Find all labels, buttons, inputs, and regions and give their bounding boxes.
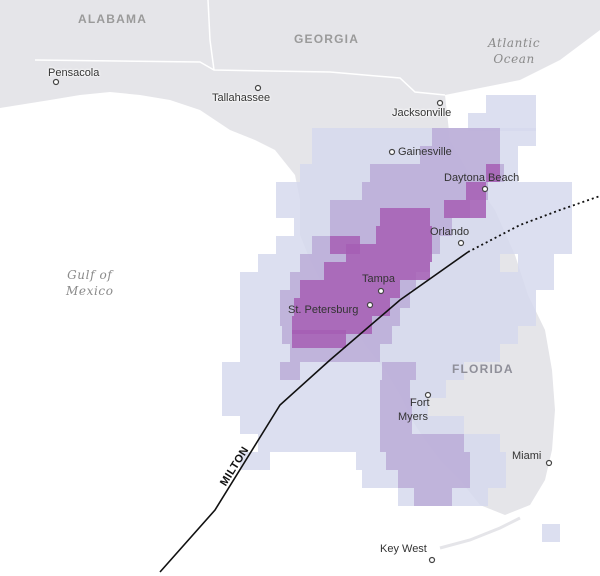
state-border-al-ga [207,0,215,71]
rainfall-cell [380,380,410,398]
rainfall-cell [432,128,500,146]
city-dot-gainesville [388,148,396,156]
fortmyers-line1: Fort [410,397,430,409]
rainfall-cell [382,362,416,380]
fortmyers-line2: Myers [398,411,428,423]
state-border-fl-north [34,59,446,96]
rainfall-cell [486,164,500,182]
rainfall-cell [346,244,432,262]
city-label-stpete: St. Petersburg [288,304,359,316]
gulf-line2: Mexico [66,284,114,298]
rainfall-cell [380,398,412,416]
city-dot-jacksonville [436,99,444,107]
city-dot-tallahassee [254,84,262,92]
city-label-miami: Miami [512,450,542,462]
rainfall-heavy-cells [292,164,500,348]
rainfall-cell [486,95,536,113]
florida-keys [439,516,521,550]
rainfall-cell [292,316,372,334]
city-label-tallahassee: Tallahassee [212,92,271,104]
atlantic-line1: Atlantic [488,36,541,50]
rainfall-cell [222,362,464,380]
city-label-jacksonville: Jacksonville [392,107,452,119]
city-label-daytona: Daytona Beach [444,172,520,184]
storm-track-observed [159,251,469,573]
city-dot-miami [545,459,553,467]
state-label-georgia: GEORGIA [294,32,360,46]
city-label-gainesville: Gainesville [398,146,452,158]
rainfall-cell [294,298,390,316]
city-label-orlando: Orlando [430,226,470,238]
city-dot-daytona [481,185,489,193]
rainfall-cell [398,470,470,488]
rainfall-cell [386,452,470,470]
land-southeast-us [0,0,600,515]
state-label-florida: FLORIDA [452,362,514,376]
rainfall-cell [380,208,430,226]
city-label-fortmyers: Fort Myers [398,396,430,424]
rainfall-cell [444,200,486,218]
rainfall-cell [420,146,500,164]
rainfall-cell [414,488,452,506]
water-label-gulf: Gulf of Mexico [66,267,114,299]
rainfall-cell [324,262,430,280]
city-label-pensacola: Pensacola [48,67,100,79]
rainfall-cell [466,182,486,200]
city-dot-pensacola [52,78,60,86]
water-label-atlantic: Atlantic Ocean [488,35,540,67]
rainfall-cell [380,434,464,452]
state-label-alabama: ALABAMA [78,12,148,26]
city-dot-tampa [377,287,385,295]
rainfall-cell [518,254,554,272]
rainfall-cell [222,398,428,416]
rainfall-cell [542,524,560,542]
city-label-keywest: Key West [380,543,427,555]
rainfall-cell [312,128,536,146]
atlantic-line2: Ocean [493,52,535,66]
city-dot-stpete [366,301,374,309]
rainfall-cell [292,330,346,348]
rainfall-cell [380,416,412,434]
rainfall-cell [370,164,504,182]
rainfall-cell [362,182,488,200]
city-dot-fortmyers [424,391,432,399]
rainfall-cell [300,280,400,298]
city-dot-keywest [428,556,436,564]
city-dot-orlando [457,239,465,247]
rainfall-cell [290,344,380,362]
rainfall-cell [376,226,432,244]
rainfall-cell [468,113,536,131]
gulf-line1: Gulf of [67,268,113,282]
rainfall-cell [240,416,464,434]
city-label-tampa: Tampa [362,273,396,285]
rainfall-cell [280,362,300,380]
